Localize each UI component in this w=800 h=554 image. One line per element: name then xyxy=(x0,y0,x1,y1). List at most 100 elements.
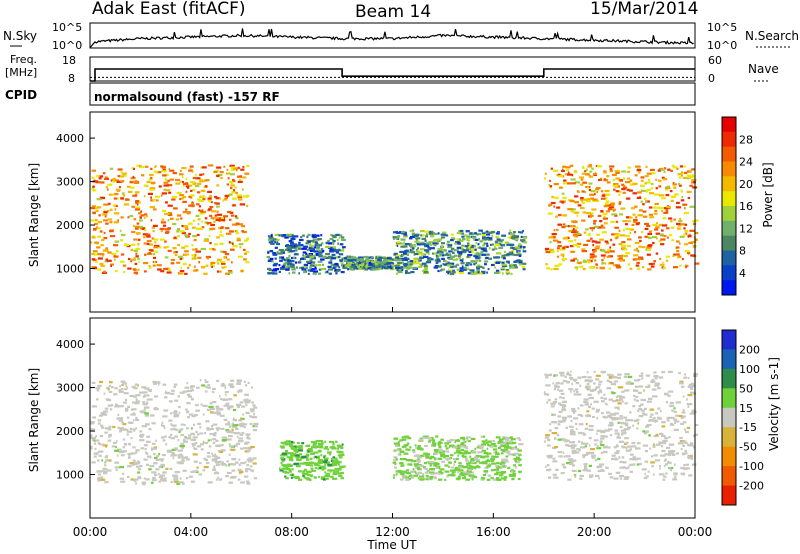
range-gate-cell xyxy=(624,467,629,470)
range-gate-cell xyxy=(626,197,631,200)
range-gate-cell xyxy=(518,231,521,234)
range-gate-cell xyxy=(503,478,506,481)
range-gate-cell xyxy=(614,214,618,217)
range-gate-cell xyxy=(149,173,154,176)
range-gate-cell xyxy=(138,212,142,215)
range-gate-cell xyxy=(611,262,614,265)
range-gate-cell xyxy=(223,418,228,421)
range-gate-cell xyxy=(589,253,595,256)
range-gate-cell xyxy=(327,256,333,259)
range-gate-cell xyxy=(458,271,464,275)
range-gate-cell xyxy=(672,182,675,185)
range-gate-cell xyxy=(203,272,208,275)
range-gate-cell xyxy=(572,450,577,454)
range-gate-cell xyxy=(174,447,178,450)
range-gate-cell xyxy=(672,183,677,186)
range-gate-cell xyxy=(332,236,337,239)
range-gate-cell xyxy=(331,457,333,460)
range-gate-cell xyxy=(446,270,451,273)
range-gate-cell xyxy=(557,213,562,217)
range-gate-cell xyxy=(415,471,417,474)
range-gate-cell xyxy=(195,248,198,251)
range-gate-cell xyxy=(127,257,131,261)
range-gate-cell xyxy=(91,169,96,172)
range-gate-cell xyxy=(309,264,313,267)
range-gate-cell xyxy=(661,421,666,424)
range-gate-cell xyxy=(518,470,522,473)
range-gate-cell xyxy=(245,403,248,406)
range-gate-cell xyxy=(115,270,118,273)
range-gate-cell xyxy=(510,438,516,441)
range-gate-cell xyxy=(638,245,642,248)
range-gate-cell xyxy=(601,400,605,403)
range-gate-cell xyxy=(660,238,666,241)
range-gate-cell xyxy=(181,459,184,462)
range-gate-cell xyxy=(243,447,248,450)
range-gate-cell xyxy=(641,377,644,380)
range-gate-cell xyxy=(199,212,205,215)
range-gate-cell xyxy=(558,175,564,178)
range-gate-cell xyxy=(512,475,516,478)
range-gate-cell xyxy=(284,441,288,444)
range-gate-cell xyxy=(578,423,584,426)
range-gate-cell xyxy=(314,455,319,458)
range-gate-cell xyxy=(374,268,379,271)
range-gate-cell xyxy=(506,441,511,445)
range-gate-cell xyxy=(599,463,605,466)
range-gate-cell xyxy=(403,251,408,254)
range-gate-cell xyxy=(501,463,505,466)
range-gate-cell xyxy=(399,462,404,465)
range-gate-cell xyxy=(393,449,396,452)
range-gate-cell xyxy=(111,252,117,256)
range-gate-cell xyxy=(562,182,568,185)
range-gate-cell xyxy=(317,445,323,448)
range-gate-cell xyxy=(244,393,249,396)
range-gate-cell xyxy=(95,209,99,212)
range-gate-cell xyxy=(290,241,294,244)
range-gate-cell xyxy=(403,264,408,267)
range-gate-cell xyxy=(479,461,483,464)
range-gate-cell xyxy=(562,175,565,178)
range-gate-cell xyxy=(172,247,177,250)
range-gate-cell xyxy=(216,456,221,459)
range-gate-cell xyxy=(278,256,282,259)
range-gate-cell xyxy=(600,443,605,447)
range-gate-cell xyxy=(443,249,447,252)
colorbar-swatch xyxy=(722,368,736,389)
range-gate-cell xyxy=(614,451,620,455)
range-gate-cell xyxy=(672,166,678,169)
range-gate-cell xyxy=(481,234,487,237)
range-gate-cell xyxy=(382,256,387,259)
range-gate-cell xyxy=(627,177,630,180)
range-gate-cell xyxy=(154,456,158,459)
range-gate-cell xyxy=(483,242,486,245)
range-gate-cell xyxy=(501,444,507,447)
range-gate-cell xyxy=(405,249,409,252)
range-gate-cell xyxy=(200,189,206,192)
range-gate-cell xyxy=(561,416,567,419)
range-gate-cell xyxy=(403,231,407,234)
range-gate-cell xyxy=(519,263,523,266)
range-gate-cell xyxy=(588,188,591,192)
range-gate-cell xyxy=(684,171,688,174)
range-gate-cell xyxy=(272,253,278,256)
range-gate-cell xyxy=(172,457,175,460)
range-gate-cell xyxy=(678,372,681,375)
range-gate-cell xyxy=(90,434,93,437)
range-gate-cell xyxy=(229,173,235,176)
range-gate-cell xyxy=(505,450,511,453)
range-gate-cell xyxy=(512,473,517,476)
range-gate-cell xyxy=(327,268,334,271)
range-gate-cell xyxy=(405,437,408,440)
range-gate-cell xyxy=(490,230,496,234)
range-gate-cell xyxy=(557,245,562,248)
range-gate-cell xyxy=(574,201,579,204)
range-gate-cell xyxy=(341,249,345,252)
range-gate-cell xyxy=(332,246,336,249)
range-gate-cell xyxy=(562,420,566,423)
range-gate-cell xyxy=(215,405,220,408)
range-gate-cell xyxy=(577,469,582,473)
range-gate-cell xyxy=(606,242,610,245)
range-gate-cell xyxy=(216,260,219,264)
range-gate-cell xyxy=(595,378,600,381)
